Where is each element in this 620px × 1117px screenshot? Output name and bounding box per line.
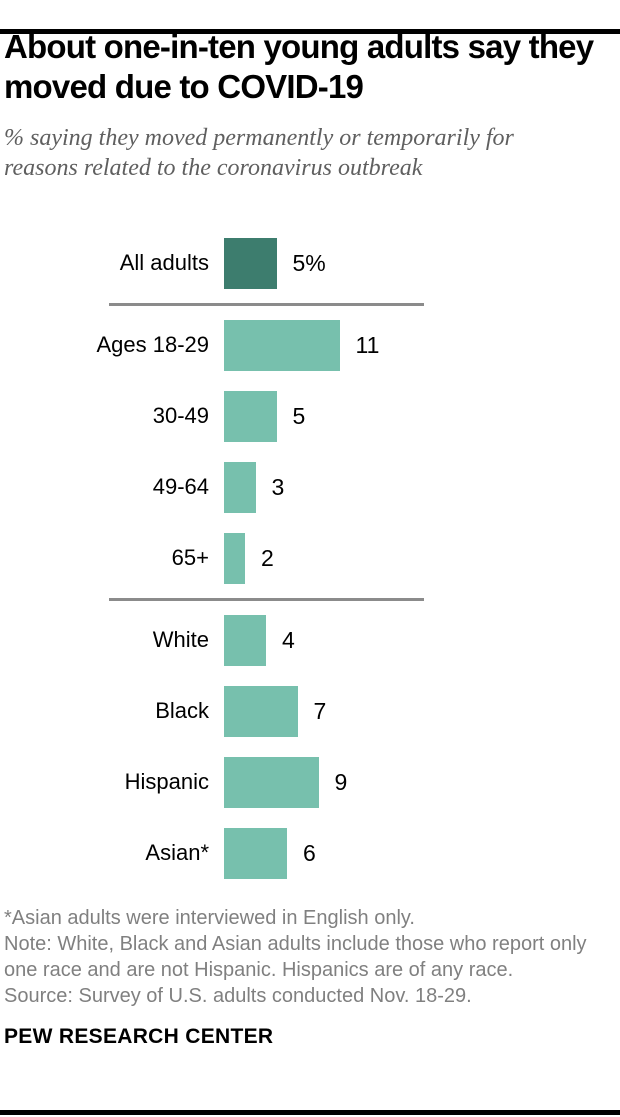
bar	[224, 756, 319, 808]
category-label: 49-64	[152, 474, 209, 500]
footnote-asterisk: *Asian adults were interviewed in Englis…	[4, 906, 415, 929]
page: About one-in-ten young adults say they m…	[0, 27, 620, 1049]
bar-row: Asian* 6	[4, 818, 614, 889]
value-label: 11	[355, 331, 380, 358]
category-label: 65+	[171, 545, 209, 571]
bar	[224, 319, 340, 371]
footnote-note-line-2: one race and are not Hispanic. Hispanics…	[4, 958, 514, 981]
value-label: 7	[313, 697, 327, 724]
category-label: 30-49	[152, 403, 209, 429]
chart-title: About one-in-ten young adults say they m…	[4, 27, 614, 108]
category-label: White	[152, 627, 209, 653]
pew-research-center-brand: PEW RESEARCH CENTER	[4, 1024, 274, 1048]
category-label: Hispanic	[124, 769, 209, 795]
bar-row: Hispanic 9	[4, 747, 614, 818]
separator-line	[109, 302, 424, 306]
bar	[224, 461, 256, 513]
bar	[224, 532, 245, 584]
top-rule	[0, 29, 620, 34]
chart-title-line-1: About one-in-ten young adults say they	[4, 28, 594, 65]
category-label: All adults	[119, 250, 209, 276]
bar-row: All adults 5%	[4, 228, 614, 299]
bar-row: White 4	[4, 605, 614, 676]
footnote-note-line-1: Note: White, Black and Asian adults incl…	[4, 932, 587, 955]
value-label: 3	[271, 473, 285, 500]
category-label: Ages 18-29	[96, 332, 209, 358]
footnotes: *Asian adults were interviewed in Englis…	[4, 905, 614, 1009]
category-label: Asian*	[145, 840, 209, 866]
value-label: 2	[261, 544, 274, 571]
bar-row: Black 7	[4, 676, 614, 747]
chart-subtitle-line-1: % saying they moved permanently or tempo…	[4, 124, 514, 151]
separator-line	[109, 597, 424, 601]
bar-row: Ages 18-29 11	[4, 310, 614, 381]
bar	[224, 685, 298, 737]
bar	[224, 827, 287, 879]
value-label: 9	[334, 768, 348, 795]
bar-row: 49-64 3	[4, 452, 614, 523]
value-label: 5%	[292, 249, 326, 276]
bottom-rule	[0, 1110, 620, 1115]
bar	[224, 614, 266, 666]
footnote-source: Source: Survey of U.S. adults conducted …	[4, 984, 472, 1007]
bar-row: 65+ 2	[4, 523, 614, 594]
bar	[224, 237, 277, 289]
chart-subtitle: % saying they moved permanently or tempo…	[4, 123, 614, 184]
bar	[224, 390, 277, 442]
bar-row: 30-49 5	[4, 381, 614, 452]
category-label: Black	[155, 698, 209, 724]
chart-title-line-2: moved due to COVID-19	[4, 68, 364, 106]
value-label: 6	[303, 839, 316, 866]
bar-chart: All adults 5% Ages 18-29 11 30-49 5 49-64 3 65+ 2…	[4, 228, 614, 889]
value-label: 5	[292, 402, 306, 429]
value-label: 4	[282, 626, 295, 653]
chart-subtitle-line-2: reasons related to the coronavirus outbr…	[4, 155, 423, 182]
